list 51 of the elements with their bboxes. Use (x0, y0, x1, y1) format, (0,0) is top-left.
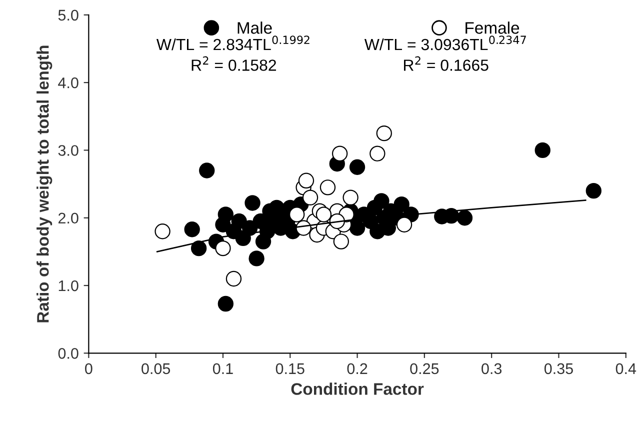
point (218, 206, 234, 222)
text: W/TL = 3.0936TL$^{0.2347}$ R$^{2}$ = 0.1665 (364, 36, 526, 71)
y-tick-label: 2.0 (58, 212, 78, 224)
point (316, 206, 332, 222)
point (586, 182, 602, 199)
point (376, 125, 392, 142)
point (190, 240, 207, 256)
y-tick-label: 4.0 (58, 77, 78, 88)
point (298, 172, 314, 188)
point (226, 270, 242, 287)
point (184, 222, 200, 238)
point (349, 220, 366, 236)
x-tick-label: 0 (85, 363, 92, 374)
point (333, 234, 349, 250)
x-tick-label: 0.4 (616, 363, 636, 374)
y-tick-label: 3.0 (58, 145, 78, 156)
point (456, 210, 473, 226)
point (289, 206, 305, 222)
legend-label: Female (466, 22, 520, 34)
point (342, 190, 358, 206)
point (374, 193, 390, 209)
x-tick-label: 0.3 (482, 363, 502, 374)
y-tick-label: 1.0 (58, 280, 78, 292)
y-axis-title: Ratio of body weight to total length (36, 46, 52, 322)
x-tick-label: 0.05 (142, 363, 170, 374)
point (244, 195, 260, 211)
point (320, 180, 336, 196)
x-tick-label: 0.25 (410, 363, 439, 374)
point (231, 213, 247, 230)
text: W/TL = 2.834TL$^{0.1992}$ R$^{2}$ = 0.1582 (156, 36, 310, 71)
point (396, 216, 412, 232)
point (349, 159, 366, 175)
point (370, 146, 386, 162)
point (218, 296, 234, 312)
point (534, 142, 550, 158)
point (394, 196, 410, 212)
line-series (156, 200, 586, 252)
legend-label: Male (238, 22, 272, 34)
x-tick-label: 0.15 (276, 363, 304, 374)
point (215, 240, 231, 256)
point (154, 224, 170, 240)
point (199, 162, 215, 178)
y-tick-label: 0.0 (58, 348, 78, 359)
point (302, 190, 318, 206)
x-tick-label: 0.2 (347, 363, 368, 374)
x-axis-title: Condition Factor (291, 382, 424, 395)
x-tick-label: 0.1 (212, 363, 233, 374)
x-tick-label: 0.35 (544, 363, 573, 374)
y-tick-label: 5.0 (58, 10, 78, 21)
point (248, 250, 264, 266)
point (332, 146, 348, 162)
